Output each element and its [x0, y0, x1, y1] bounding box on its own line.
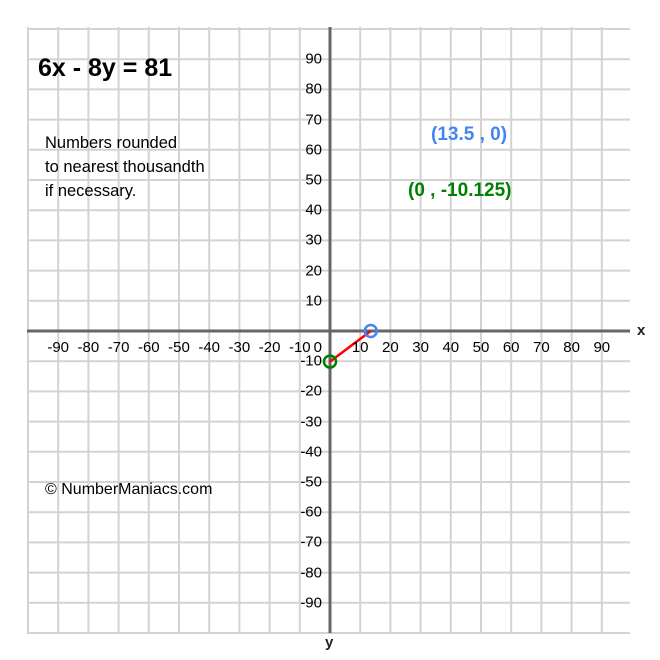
x-tick-30: 30	[412, 339, 429, 356]
x-tick-20: 20	[382, 339, 399, 356]
x-tick--70: -70	[107, 339, 130, 356]
y-intercept-label: (0 , -10.125)	[408, 180, 512, 201]
x-tick-10: 10	[351, 339, 369, 356]
origin-tick-0: 0	[313, 339, 322, 356]
x-tick-40: 40	[442, 339, 460, 356]
x-tick-70: 70	[533, 339, 550, 356]
y-intercept-marker	[322, 354, 338, 369]
note-line-3: if necessary.	[45, 182, 137, 200]
y-tick-30: 30	[305, 231, 322, 249]
page-title: 6x - 8y = 81	[38, 54, 173, 82]
y-tick-50: 50	[305, 171, 322, 189]
note-line-1: Numbers rounded	[45, 134, 178, 152]
y-tick--90: -90	[300, 594, 322, 612]
x-tick-90: 90	[593, 339, 611, 356]
y-tick-70: 70	[305, 111, 322, 129]
y-axis-label: y	[325, 634, 334, 651]
y-tick--40: -40	[300, 443, 322, 461]
y-tick--50: -50	[300, 473, 322, 491]
y-tick--30: -30	[300, 413, 322, 431]
x-tick--90: -90	[47, 339, 70, 356]
x-tick-80: 80	[563, 339, 580, 356]
y-tick--60: -60	[300, 503, 322, 521]
y-tick--70: -70	[300, 533, 322, 551]
y-tick-40: 40	[305, 201, 322, 219]
x-tick--80: -80	[77, 339, 100, 356]
equation-line-segment	[329, 330, 372, 363]
y-tick-90: 90	[305, 50, 322, 68]
x-intercept-marker	[363, 323, 379, 339]
x-intercept-label: (13.5 , 0)	[431, 124, 508, 145]
copyright-notice: © NumberManiacs.com	[45, 481, 213, 498]
x-tick--50: -50	[168, 339, 190, 356]
y-tick--20: -20	[300, 382, 322, 400]
x-tick--10: -10	[288, 339, 311, 356]
x-tick--20: -20	[258, 339, 281, 356]
x-tick--40: -40	[198, 339, 221, 356]
x-tick--30: -30	[228, 339, 251, 356]
x-tick--60: -60	[137, 339, 160, 356]
y-tick--10: -10	[300, 352, 322, 370]
x-tick-50: 50	[472, 339, 490, 356]
x-axis-label: x	[637, 322, 646, 339]
y-tick-10: 10	[305, 292, 322, 310]
y-tick-80: 80	[305, 80, 322, 98]
y-tick-60: 60	[305, 141, 322, 159]
y-tick--80: -80	[300, 564, 322, 582]
x-tick-60: 60	[502, 339, 520, 356]
note-line-2: to nearest thousandth	[45, 158, 205, 176]
y-tick-20: 20	[305, 262, 322, 280]
